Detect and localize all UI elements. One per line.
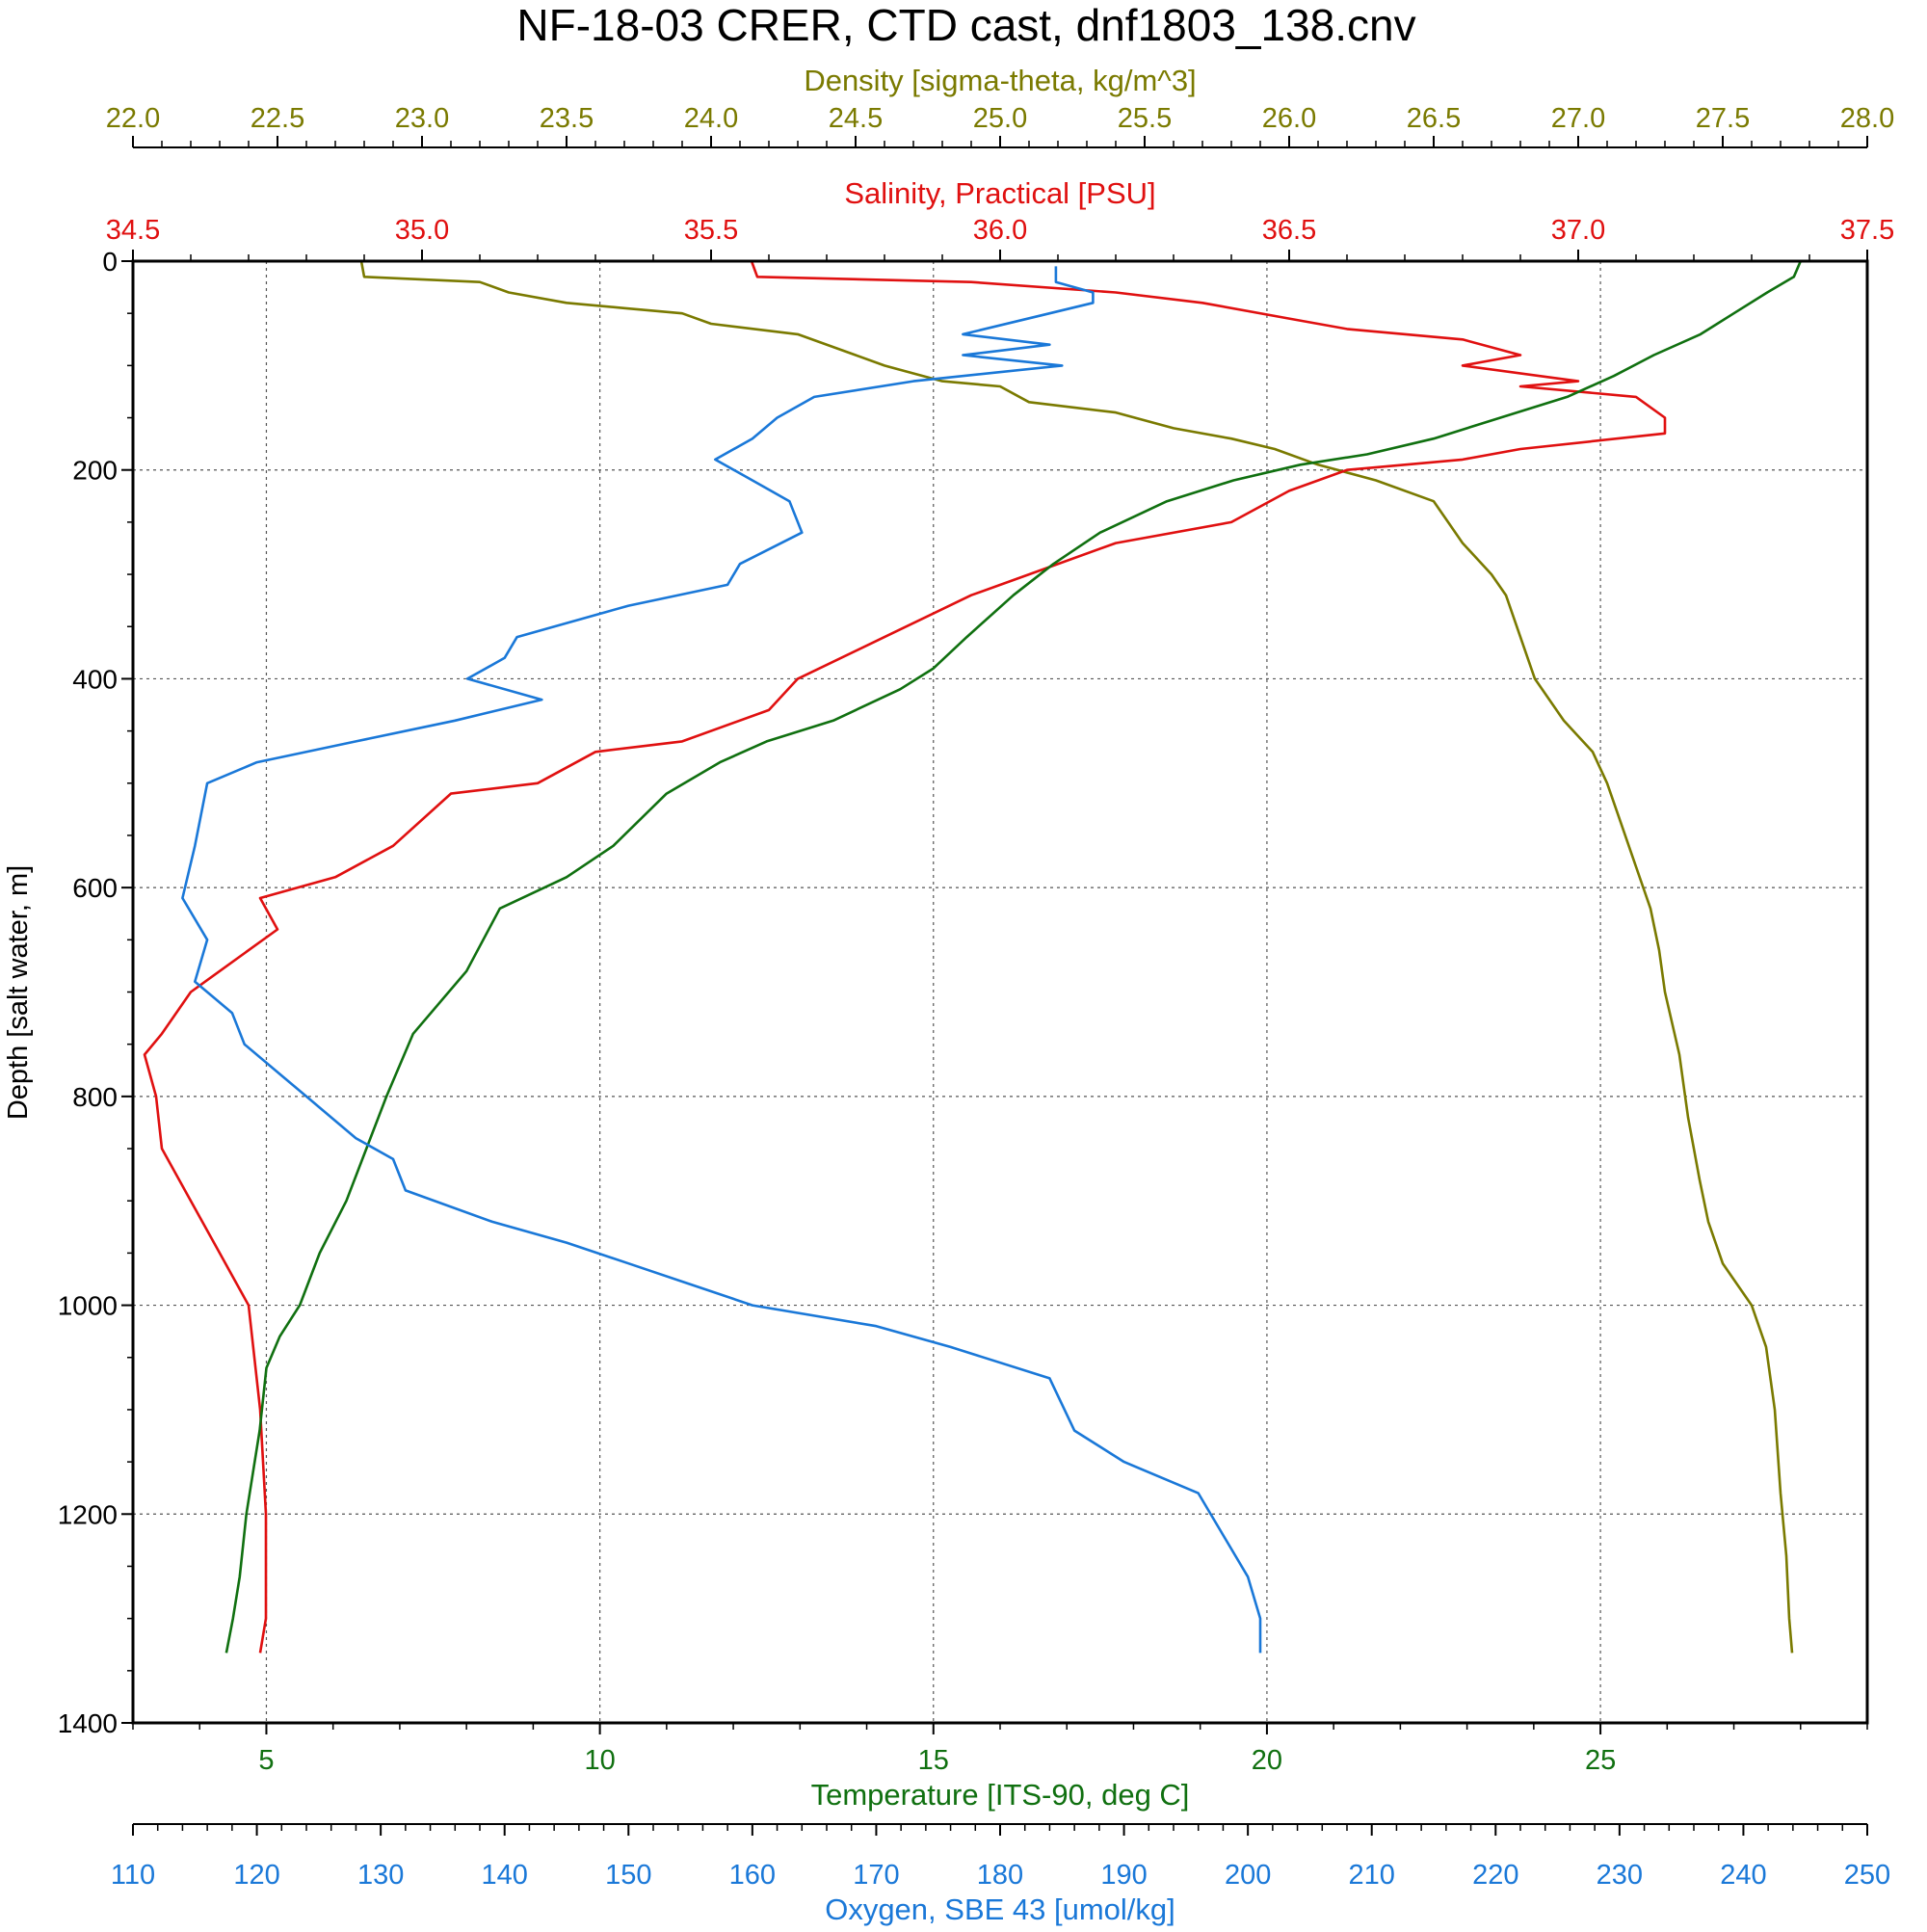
temperature-axis: 5 10 15 20 25 Temperature [ITS-90, deg C] [132, 1723, 1868, 1812]
density-tick-label: 22.0 [106, 103, 160, 134]
salinity-profile-line [143, 260, 1667, 1654]
oxygen-tick-label: 130 [357, 1860, 404, 1891]
salinity-tick-label: 36.0 [973, 215, 1027, 246]
oxygen-tick-label: 140 [482, 1860, 528, 1891]
oxygen-tick-label: 210 [1349, 1860, 1395, 1891]
temperature-profile-line [224, 260, 1802, 1654]
salinity-tick-label: 37.0 [1551, 215, 1605, 246]
plot-frame [131, 259, 1869, 1725]
oxygen-tick-label: 220 [1472, 1860, 1518, 1891]
y-tick-label: 1000 [58, 1291, 118, 1321]
density-tick-label: 24.5 [829, 103, 883, 134]
y-tick-label: 0 [102, 247, 118, 277]
temperature-tick-label: 25 [1585, 1745, 1616, 1776]
y-tick-label: 400 [72, 664, 118, 694]
temperature-axis-title: Temperature [ITS-90, deg C] [811, 1778, 1190, 1812]
oxygen-tick-label: 180 [977, 1860, 1023, 1891]
density-axis-title: Density [sigma-theta, kg/m^3] [804, 64, 1196, 97]
salinity-axis-title: Salinity, Practical [PSU] [844, 176, 1155, 210]
salinity-tick-label: 37.5 [1840, 215, 1894, 246]
density-tick-label: 26.5 [1407, 103, 1461, 134]
oxygen-tick-label: 200 [1225, 1860, 1271, 1891]
y-tick-label: 200 [72, 456, 118, 486]
chart-title: NF-18-03 CRER, CTD cast, dnf1803_138.cnv [516, 0, 1415, 50]
oxygen-tick-label: 110 [111, 1860, 155, 1891]
density-tick-label: 26.0 [1262, 103, 1316, 134]
density-tick-label: 28.0 [1840, 103, 1894, 134]
salinity-tick-label: 34.5 [106, 215, 160, 246]
y-tick-label: 1400 [58, 1708, 118, 1738]
axes-layer: 0 200 400 600 800 1000 1200 1400 22.0 22.5 23.0 23.… [58, 64, 1895, 1926]
oxygen-tick-label: 160 [729, 1860, 776, 1891]
grid-lines [133, 261, 1867, 1723]
series-layer [143, 260, 1802, 1654]
oxygen-tick-label: 250 [1844, 1860, 1890, 1891]
density-tick-label: 23.0 [395, 103, 449, 134]
salinity-axis: 34.5 35.0 35.5 36.0 36.5 37.0 37.5 Salinity, Pr… [106, 176, 1894, 261]
density-tick-label: 22.5 [251, 103, 304, 134]
temperature-tick-label: 15 [918, 1745, 949, 1776]
y-axis-label: Depth [salt water, m] [3, 865, 34, 1120]
salinity-tick-label: 36.5 [1262, 215, 1316, 246]
density-tick-label: 25.5 [1118, 103, 1172, 134]
y-tick-label: 1200 [58, 1499, 118, 1529]
oxygen-profile-line [181, 266, 1262, 1654]
y-tick-label: 600 [72, 873, 118, 903]
temperature-tick-label: 5 [258, 1745, 274, 1776]
temperature-tick-label: 10 [584, 1745, 615, 1776]
oxygen-tick-label: 120 [233, 1860, 279, 1891]
oxygen-tick-label: 190 [1100, 1860, 1147, 1891]
oxygen-tick-label: 150 [605, 1860, 651, 1891]
oxygen-tick-label: 240 [1720, 1860, 1766, 1891]
density-profile-line [359, 260, 1794, 1654]
salinity-tick-label: 35.0 [395, 215, 449, 246]
y-tick-label: 800 [72, 1082, 118, 1112]
oxygen-tick-label: 230 [1597, 1860, 1643, 1891]
oxygen-axis-title: Oxygen, SBE 43 [umol/kg] [825, 1892, 1175, 1926]
oxygen-axis: 110 120 130 140 150 160 170 180 190 200 210 220 230 2… [111, 1823, 1890, 1926]
density-tick-label: 27.0 [1551, 103, 1605, 134]
temperature-tick-label: 20 [1252, 1745, 1282, 1776]
density-tick-label: 24.0 [684, 103, 738, 134]
density-tick-label: 25.0 [973, 103, 1027, 134]
density-tick-label: 23.5 [540, 103, 594, 134]
density-tick-label: 27.5 [1696, 103, 1750, 134]
salinity-tick-label: 35.5 [684, 215, 738, 246]
oxygen-tick-label: 170 [853, 1860, 899, 1891]
density-axis: 22.0 22.5 23.0 23.5 24.0 24.5 25.0 25.5 26.0 26.5… [106, 64, 1894, 148]
